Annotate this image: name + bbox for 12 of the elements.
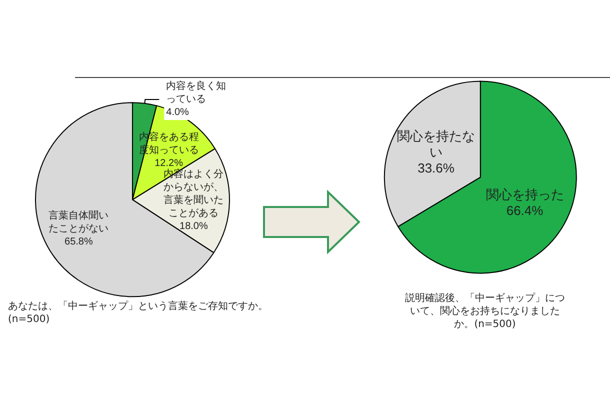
data-label: 66.4%	[506, 202, 544, 218]
data-label: 33.6%	[418, 160, 455, 176]
data-label: 65.8%	[64, 236, 93, 248]
data-label: 18.0%	[180, 220, 208, 232]
text: 説明確認後、「中ーギャップ」について、関心をお持ちになりましたか。(n=500)	[405, 292, 565, 331]
slice-label: 関心を持った	[486, 186, 564, 202]
slice-label: 言葉自体聞いたことがない	[48, 209, 109, 234]
data-label: 12.2%	[154, 158, 184, 169]
slice-label: 内容を良く知っている	[166, 80, 226, 105]
text: あなたは、「中ーギャップ」という言葉をご存知ですか。(n=500)	[8, 300, 269, 326]
data-label: 4.0%	[166, 106, 190, 118]
slice-label: 関心を持たない	[397, 128, 476, 160]
